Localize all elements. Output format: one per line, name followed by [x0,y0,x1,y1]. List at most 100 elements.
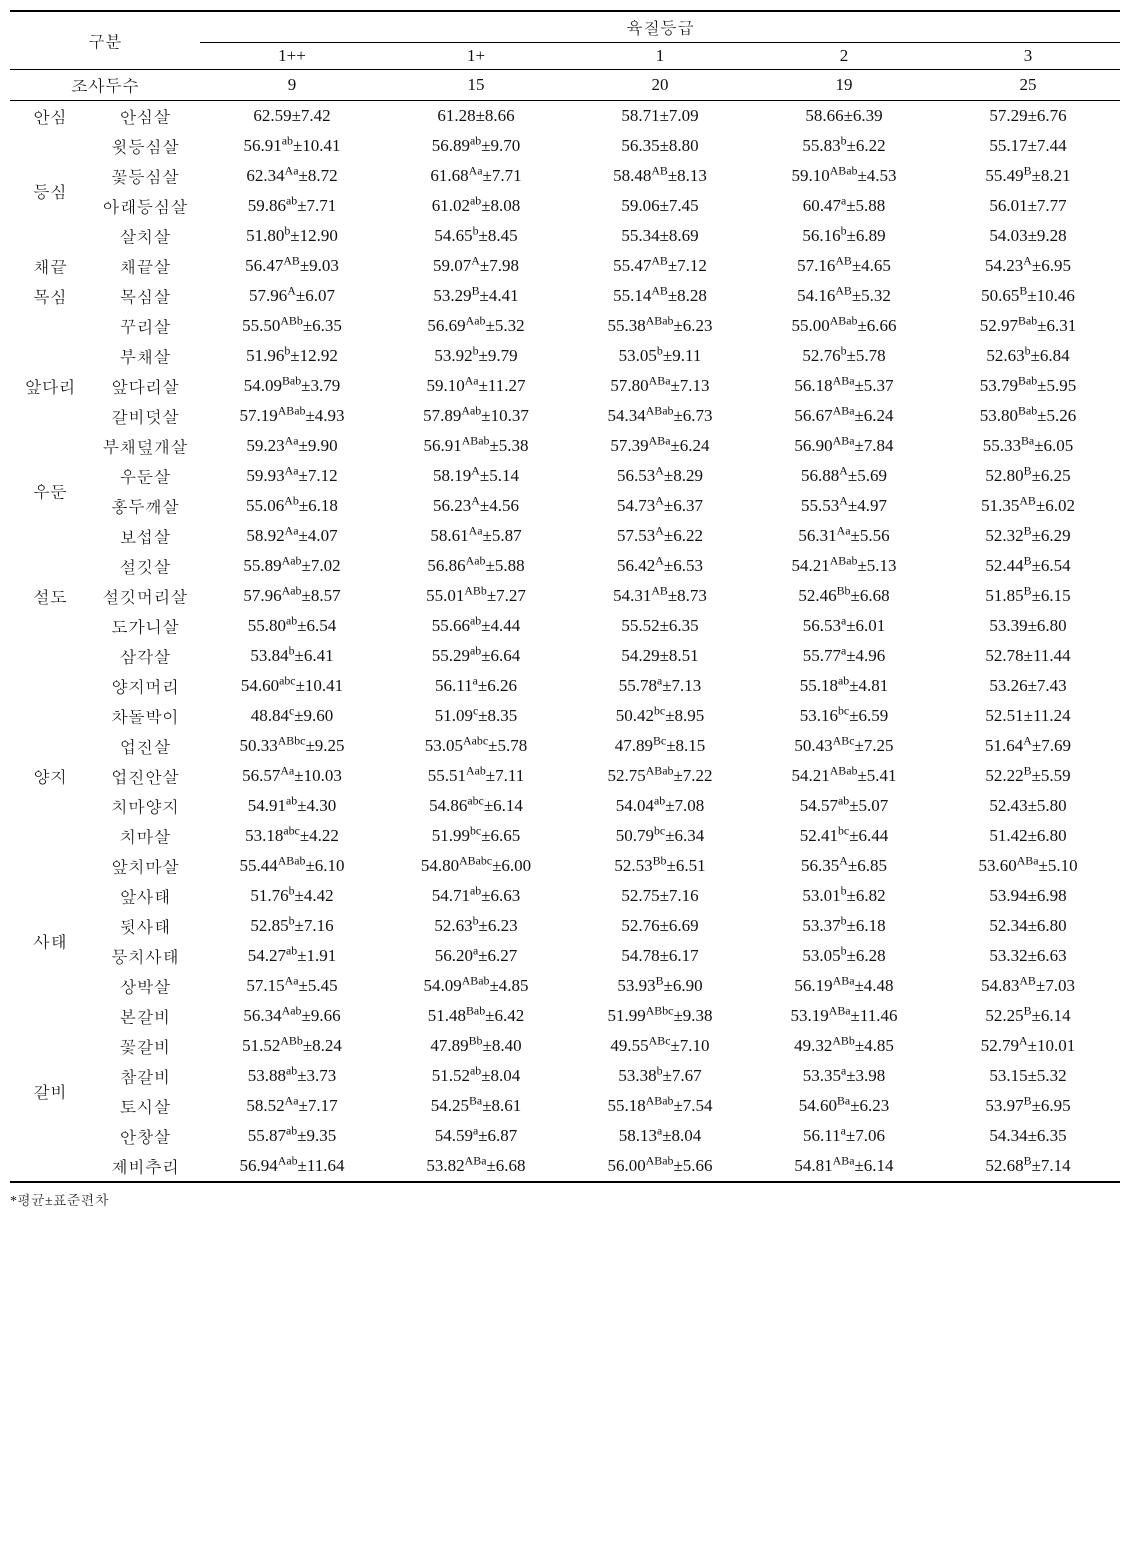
table-row: 토시살58.52Aa±7.1754.25Ba±8.6155.18ABab±7.5… [10,1091,1120,1121]
value-cell: 56.23A±4.56 [384,491,568,521]
value-cell: 54.25Ba±8.61 [384,1091,568,1121]
grade-col-2: 1 [568,43,752,70]
value-cell: 50.33ABbc±9.25 [200,731,384,761]
value-cell: 57.19ABab±4.93 [200,401,384,431]
value-cell: 53.05b±9.11 [568,341,752,371]
value-cell: 51.52ab±8.04 [384,1061,568,1091]
table-row: 앞다리꾸리살55.50ABb±6.3556.69Aab±5.3255.38ABa… [10,311,1120,341]
table-row: 치마양지54.91ab±4.3054.86abc±6.1454.04ab±7.0… [10,791,1120,821]
subprimal-cell: 상박살 [90,971,200,1001]
table-row: 부채살51.96b±12.9253.92b±9.7953.05b±9.1152.… [10,341,1120,371]
subprimal-cell: 부채덮개살 [90,431,200,461]
value-cell: 55.34±8.69 [568,221,752,251]
table-row: 도가니살55.80ab±6.5455.66ab±4.4455.52±6.3556… [10,611,1120,641]
value-cell: 51.48Bab±6.42 [384,1001,568,1031]
value-cell: 57.16AB±4.65 [752,251,936,281]
value-cell: 51.85B±6.15 [936,581,1120,611]
table-row: 채끝채끝살56.47AB±9.0359.07A±7.9855.47AB±7.12… [10,251,1120,281]
subprimal-cell: 업진살 [90,731,200,761]
value-cell: 53.05Aabc±5.78 [384,731,568,761]
value-cell: 59.10Aa±11.27 [384,371,568,401]
value-cell: 51.76b±4.42 [200,881,384,911]
primal-cell: 안심 [10,101,90,132]
value-cell: 51.09c±8.35 [384,701,568,731]
value-cell: 56.01±7.77 [936,191,1120,221]
value-cell: 56.91ABab±5.38 [384,431,568,461]
value-cell: 53.15±5.32 [936,1061,1120,1091]
subprimal-cell: 꽃갈비 [90,1031,200,1061]
table-row: 살치살51.80b±12.9054.65b±8.4555.34±8.6956.1… [10,221,1120,251]
value-cell: 55.14AB±8.28 [568,281,752,311]
value-cell: 59.10ABab±4.53 [752,161,936,191]
value-cell: 58.48AB±8.13 [568,161,752,191]
count-2: 20 [568,70,752,101]
subprimal-cell: 설깃머리살 [90,581,200,611]
value-cell: 54.65b±8.45 [384,221,568,251]
value-cell: 55.87ab±9.35 [200,1121,384,1151]
value-cell: 58.66±6.39 [752,101,936,132]
grade-col-0: 1++ [200,43,384,70]
value-cell: 50.42bc±8.95 [568,701,752,731]
value-cell: 51.99ABbc±9.38 [568,1001,752,1031]
value-cell: 54.03±9.28 [936,221,1120,251]
value-cell: 55.47AB±7.12 [568,251,752,281]
value-cell: 47.89Bb±8.40 [384,1031,568,1061]
value-cell: 52.78±11.44 [936,641,1120,671]
value-cell: 62.34Aa±8.72 [200,161,384,191]
table-row: 갈비덧살57.19ABab±4.9357.89Aab±10.3754.34ABa… [10,401,1120,431]
value-cell: 50.79bc±6.34 [568,821,752,851]
table-row: 설깃살55.89Aab±7.0256.86Aab±5.8856.42A±6.53… [10,551,1120,581]
table-row: 홍두깨살55.06Ab±6.1856.23A±4.5654.73A±6.3755… [10,491,1120,521]
value-cell: 53.35a±3.98 [752,1061,936,1091]
value-cell: 56.88A±5.69 [752,461,936,491]
value-cell: 56.35±8.80 [568,131,752,161]
subprimal-cell: 앞사태 [90,881,200,911]
value-cell: 58.19A±5.14 [384,461,568,491]
group-label: 구분 [10,11,200,70]
value-cell: 56.53a±6.01 [752,611,936,641]
value-cell: 54.31AB±8.73 [568,581,752,611]
value-cell: 60.47a±5.88 [752,191,936,221]
value-cell: 52.63b±6.23 [384,911,568,941]
table-row: 제비추리56.94Aab±11.6453.82ABa±6.6856.00ABab… [10,1151,1120,1182]
value-cell: 53.94±6.98 [936,881,1120,911]
value-cell: 50.43ABc±7.25 [752,731,936,761]
value-cell: 55.00ABab±6.66 [752,311,936,341]
value-cell: 53.16bc±6.59 [752,701,936,731]
primal-cell: 채끝 [10,251,90,281]
value-cell: 53.97B±6.95 [936,1091,1120,1121]
subprimal-cell: 앞치마살 [90,851,200,881]
value-cell: 54.71ab±6.63 [384,881,568,911]
value-cell: 56.90ABa±7.84 [752,431,936,461]
value-cell: 51.96b±12.92 [200,341,384,371]
value-cell: 56.47AB±9.03 [200,251,384,281]
value-cell: 54.78±6.17 [568,941,752,971]
value-cell: 54.34±6.35 [936,1121,1120,1151]
value-cell: 54.09Bab±3.79 [200,371,384,401]
value-cell: 62.59±7.42 [200,101,384,132]
value-cell: 48.84c±9.60 [200,701,384,731]
value-cell: 53.29B±4.41 [384,281,568,311]
table-body: 안심안심살62.59±7.4261.28±8.6658.71±7.0958.66… [10,101,1120,1183]
value-cell: 55.51Aab±7.11 [384,761,568,791]
value-cell: 57.53A±6.22 [568,521,752,551]
value-cell: 52.25B±6.14 [936,1001,1120,1031]
primal-cell: 양지 [10,671,90,881]
value-cell: 52.44B±6.54 [936,551,1120,581]
value-cell: 52.68B±7.14 [936,1151,1120,1182]
value-cell: 61.68Aa±7.71 [384,161,568,191]
value-cell: 51.42±6.80 [936,821,1120,851]
value-cell: 53.18abc±4.22 [200,821,384,851]
subprimal-cell: 제비추리 [90,1151,200,1182]
subprimal-cell: 윗등심살 [90,131,200,161]
count-3: 19 [752,70,936,101]
value-cell: 55.66ab±4.44 [384,611,568,641]
table-row: 우둔우둔살59.93Aa±7.1258.19A±5.1456.53A±8.295… [10,461,1120,491]
primal-cell: 사태 [10,881,90,1001]
value-cell: 52.76b±5.78 [752,341,936,371]
value-cell: 54.83AB±7.03 [936,971,1120,1001]
value-cell: 57.15Aa±5.45 [200,971,384,1001]
subprimal-cell: 설깃살 [90,551,200,581]
value-cell: 51.99bc±6.65 [384,821,568,851]
subprimal-cell: 치마양지 [90,791,200,821]
